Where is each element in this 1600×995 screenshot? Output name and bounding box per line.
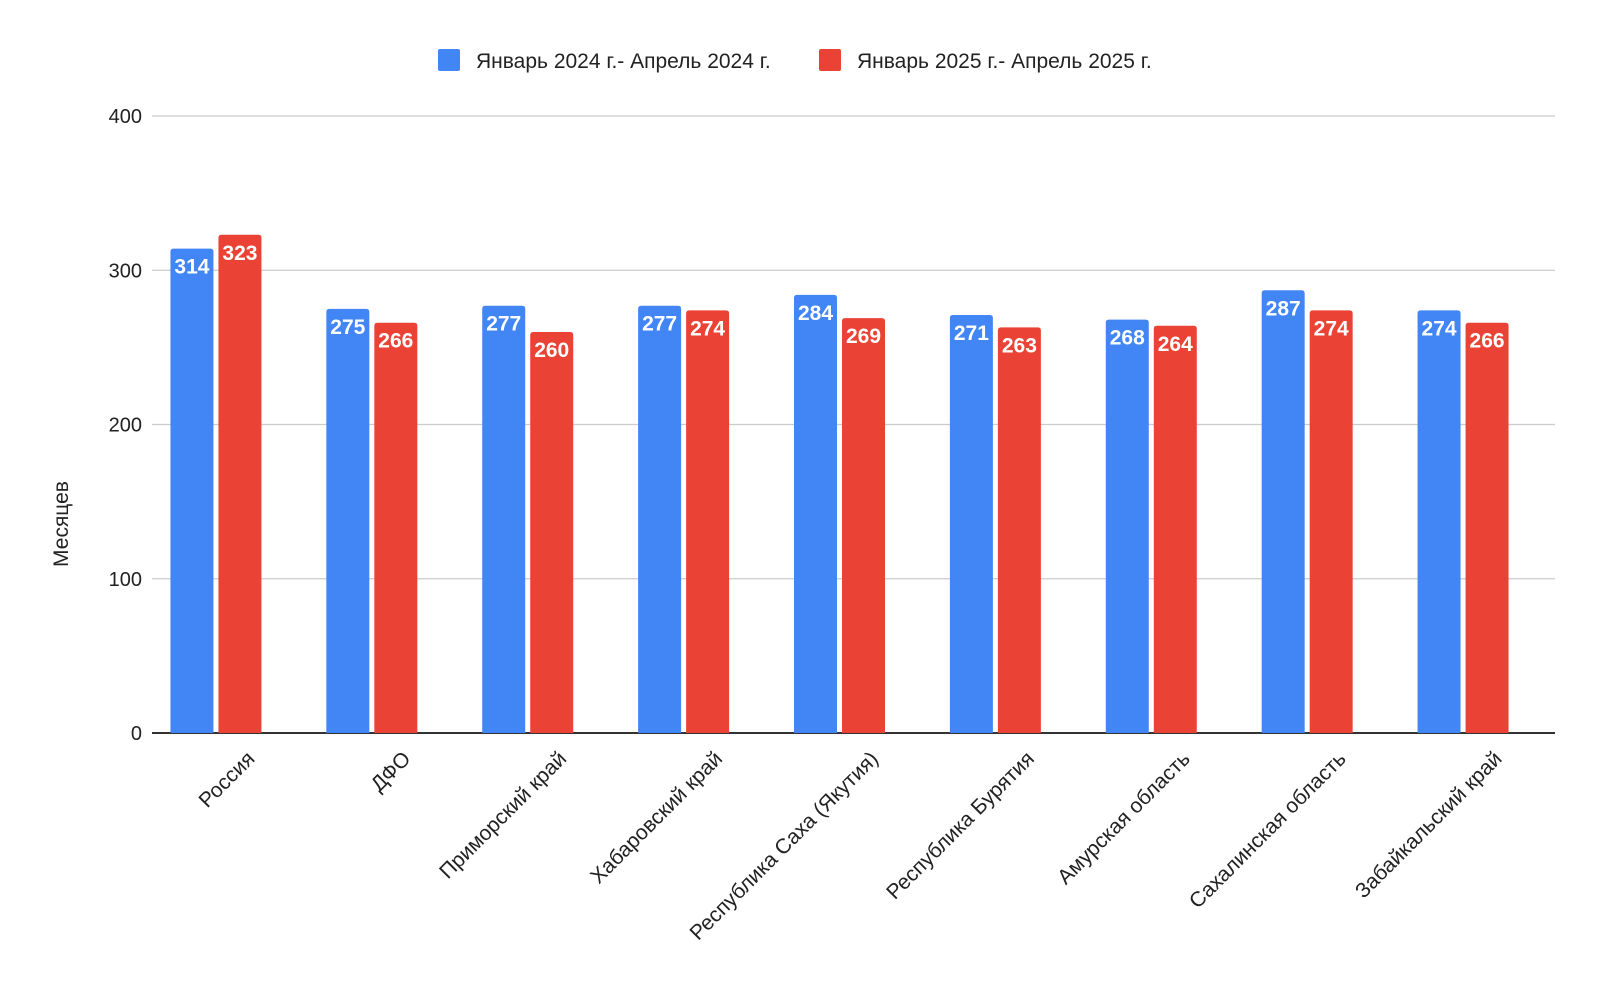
x-category-label: Амурская область	[1053, 747, 1195, 889]
bar-value-label: 264	[1158, 333, 1193, 356]
bar-series-2024	[949, 314, 993, 733]
legend-swatch	[819, 49, 841, 71]
legend: Январь 2024 г.- Апрель 2024 г. Январь 202…	[438, 49, 1152, 73]
y-tick-label: 200	[109, 415, 142, 437]
bar-value-label: 263	[1002, 334, 1037, 357]
x-category-label: Россия	[195, 747, 260, 812]
bar-value-label: 287	[1266, 297, 1301, 320]
bar-series-2025	[218, 234, 262, 733]
x-category-label: Сахалинская область	[1185, 747, 1351, 913]
bar-series-2025	[1465, 322, 1509, 733]
bar-series-2024	[1261, 290, 1305, 733]
x-category-label: Республика Саха (Якутия)	[686, 747, 883, 944]
bar-value-label: 266	[378, 330, 413, 353]
x-category-label: Приморский край	[435, 747, 571, 883]
bar-value-label: 275	[330, 316, 365, 339]
y-tick-label: 300	[109, 260, 142, 282]
bar-value-label: 314	[174, 256, 209, 279]
bar-value-label: 284	[798, 302, 833, 325]
bar-series-2025	[997, 327, 1041, 733]
bar-series-2025	[1309, 310, 1353, 733]
x-category-label: Хабаровский край	[586, 747, 727, 888]
legend-label: Январь 2024 г.- Апрель 2024 г.	[476, 50, 771, 73]
y-axis-title: Месяцев	[50, 481, 73, 567]
bar-value-label: 323	[222, 242, 257, 265]
bar-series-2024	[1417, 310, 1461, 733]
bar-value-label: 260	[534, 339, 569, 362]
bar-value-label: 277	[642, 313, 677, 336]
bar-value-label: 277	[486, 313, 521, 336]
bar-series-2024	[170, 248, 214, 733]
x-axis-categories: Россия ДФО Приморский край Хабаровский край…	[195, 747, 1507, 945]
x-category-label: Республика Бурятия	[882, 747, 1039, 904]
bar-value-label: 271	[954, 322, 989, 345]
bar-series-2025	[530, 331, 574, 733]
x-category-label: ДФО	[367, 747, 416, 796]
bar-series-2024	[638, 305, 682, 733]
bar-series-2024	[482, 305, 526, 733]
legend-swatch	[438, 49, 460, 71]
bar-value-label: 274	[1314, 317, 1349, 340]
bar-value-label: 269	[846, 325, 881, 348]
bar-series-2025	[374, 322, 418, 733]
legend-label: Январь 2025 г.- Апрель 2025 г.	[857, 50, 1152, 73]
bar-series-2024	[1105, 319, 1149, 733]
bar-value-label: 274	[690, 317, 725, 340]
data-labels: 314 323 275 266 277 260 277 274 284 269 271 263 268 2…	[174, 242, 1504, 362]
bar-series-2025	[842, 318, 885, 733]
y-tick-label: 0	[131, 723, 142, 745]
y-tick-label: 100	[109, 569, 142, 591]
bars	[170, 234, 1509, 733]
bar-series-2024	[326, 308, 370, 733]
y-axis-ticks: 0 100 200 300 400	[109, 106, 142, 745]
x-category-label: Забайкальский край	[1351, 747, 1507, 903]
bar-series-2025	[686, 310, 730, 733]
bar-value-label: 266	[1470, 330, 1505, 353]
bar-series-2024	[794, 294, 837, 733]
bar-value-label: 274	[1422, 317, 1457, 340]
y-tick-label: 400	[109, 106, 142, 128]
bar-value-label: 268	[1110, 327, 1145, 350]
bar-series-2025	[1153, 325, 1197, 733]
